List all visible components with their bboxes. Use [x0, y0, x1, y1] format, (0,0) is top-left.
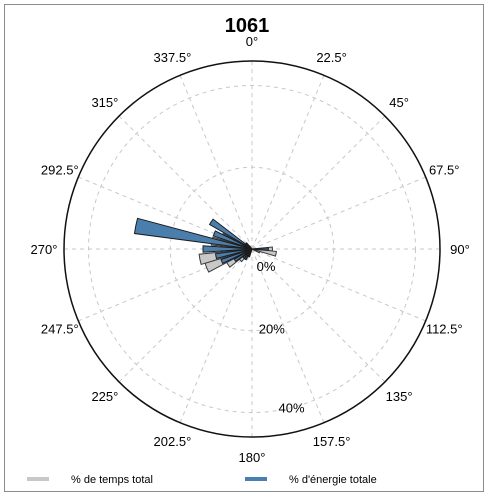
- direction-label: 67.5°: [429, 162, 460, 177]
- direction-label: 180°: [239, 450, 266, 465]
- grid-spoke: [118, 248, 253, 383]
- energy-bar: [208, 218, 253, 250]
- energy-bar: [214, 248, 253, 260]
- direction-labels: 0° 22.5° 45° 67.5° 90° 112.5° 135° 157.5° 180° 20…: [31, 34, 470, 465]
- legend-swatch: [245, 477, 267, 481]
- direction-label: 90°: [450, 242, 470, 257]
- series-energy-bars: [133, 217, 269, 265]
- direction-label: 157.5°: [313, 434, 351, 449]
- radial-tick-label: 40%: [278, 401, 304, 416]
- direction-label: 22.5°: [316, 50, 347, 65]
- energy-bar: [245, 242, 253, 250]
- direction-label: 337.5°: [154, 50, 192, 65]
- direction-label: 247.5°: [41, 322, 79, 337]
- grid-spoke: [251, 176, 426, 250]
- grid-ring: [169, 166, 335, 332]
- legend-label: % d'énergie totale: [289, 474, 377, 486]
- direction-label: 0°: [246, 34, 258, 49]
- grid-spoke: [179, 248, 253, 423]
- wind-rose-chart: 1061 0° 22.5° 45° 67.5° 90° 112.5° 135° 157.5° 1…: [27, 15, 470, 486]
- radial-tick-label: 20%: [259, 321, 285, 336]
- legend-label: % de temps total: [71, 474, 153, 486]
- direction-label: 135°: [386, 389, 413, 404]
- grid-ring: [88, 85, 416, 413]
- legend-swatch: [27, 477, 49, 481]
- direction-label: 45°: [389, 95, 409, 110]
- direction-label: 270°: [31, 242, 58, 257]
- energy-bar: [202, 245, 253, 253]
- radial-tick-label: 0%: [257, 259, 276, 274]
- chart-title: 1061: [225, 15, 270, 37]
- direction-label: 202.5°: [154, 434, 192, 449]
- chart-frame: 1061 0° 22.5° 45° 67.5° 90° 112.5° 135° 157.5° 1…: [4, 4, 484, 492]
- polar-grid: [63, 60, 441, 438]
- grid-spoke: [251, 75, 325, 250]
- outer-circle: [63, 60, 441, 438]
- direction-label: 315°: [91, 95, 118, 110]
- energy-bar: [212, 230, 253, 250]
- grid-spoke: [251, 115, 386, 250]
- energy-bar: [133, 217, 253, 250]
- energy-bar: [220, 248, 253, 265]
- direction-label: 225°: [91, 389, 118, 404]
- direction-label: 292.5°: [41, 162, 79, 177]
- energy-bar: [251, 247, 269, 251]
- legend: % de temps total % d'énergie totale: [27, 474, 377, 486]
- energy-bar: [251, 248, 257, 251]
- grid-spoke: [251, 248, 426, 322]
- direction-label: 112.5°: [426, 322, 463, 337]
- energy-bar: [233, 248, 253, 263]
- radial-tick-labels: 0% 20% 40%: [257, 259, 305, 416]
